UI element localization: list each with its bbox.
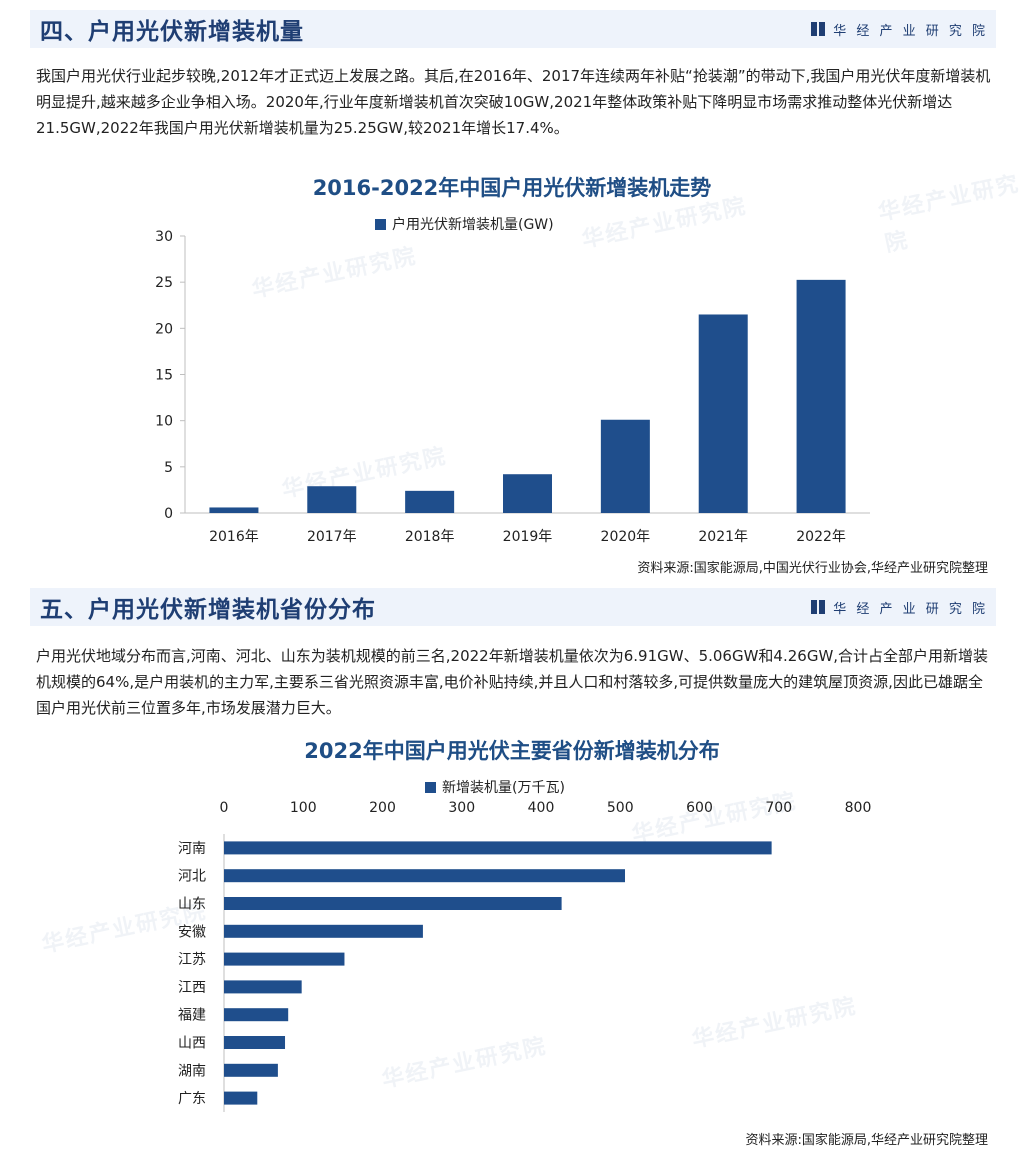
y-tick-label: 安徽: [178, 924, 206, 940]
chart-title: 2022年中国户用光伏主要省份新增装机分布: [304, 739, 720, 763]
bar: [224, 841, 772, 855]
legend-label: 新增装机量(万千瓦): [442, 780, 565, 796]
x-tick-label: 400: [528, 800, 555, 816]
x-tick-label: 800: [845, 800, 872, 816]
x-tick-label: 2018年: [405, 529, 455, 545]
y-tick-label: 山东: [178, 897, 206, 913]
y-tick-label: 20: [155, 321, 173, 337]
brand-logo-icon: [811, 600, 826, 614]
chart-legend: 新增装机量(万千瓦): [425, 777, 565, 797]
x-tick-label: 500: [607, 800, 634, 816]
x-tick-label: 100: [290, 800, 317, 816]
bar: [224, 952, 345, 966]
bar: [224, 1008, 289, 1022]
legend-label: 户用光伏新增装机量(GW): [392, 217, 554, 233]
brand: 华 经 产 业 研 究 院: [811, 20, 988, 39]
x-tick-label: 2021年: [698, 529, 748, 545]
chart-title: 2016-2022年中国户用光伏新增装机走势: [312, 176, 712, 200]
bar: [209, 507, 259, 513]
x-tick-label: 2016年: [209, 529, 259, 545]
section-title: 四、户用光伏新增装机量: [40, 19, 304, 45]
y-tick-label: 河南: [178, 841, 206, 857]
source-note: 资料来源:国家能源局,中国光伏行业协会,华经产业研究院整理: [637, 561, 988, 576]
y-tick-label: 5: [164, 460, 173, 476]
legend-swatch: [425, 781, 436, 793]
bar: [796, 279, 846, 513]
x-tick-label: 2017年: [307, 529, 357, 545]
bar: [224, 1036, 286, 1049]
x-tick-label: 300: [448, 800, 475, 816]
brand: 华 经 产 业 研 究 院: [811, 598, 988, 617]
y-tick-label: 江西: [178, 980, 206, 996]
brand-logo-icon: [811, 22, 826, 36]
bar: [224, 924, 423, 938]
bar: [698, 314, 748, 513]
bar: [405, 490, 455, 513]
y-tick-label: 山西: [178, 1036, 206, 1052]
source-note: 资料来源:国家能源局,华经产业研究院整理: [745, 1133, 988, 1148]
x-tick-label: 2020年: [601, 529, 651, 545]
y-tick-label: 10: [155, 414, 173, 430]
y-tick-label: 广东: [178, 1091, 206, 1107]
y-tick-label: 福建: [178, 1008, 206, 1024]
bar: [224, 1091, 258, 1105]
chart-legend: 户用光伏新增装机量(GW): [375, 214, 554, 234]
section-paragraph: 我国户用光伏行业起步较晚,2012年才正式迈上发展之路。其后,在2016年、20…: [36, 67, 991, 137]
x-tick-label: 600: [686, 800, 713, 816]
bar: [600, 419, 650, 513]
bar: [503, 474, 552, 513]
brand-name: 华 经 产 业 研 究 院: [833, 23, 988, 39]
y-tick-label: 15: [155, 368, 173, 384]
y-tick-label: 25: [155, 275, 173, 291]
y-tick-label: 江苏: [178, 952, 206, 968]
legend-swatch: [375, 218, 386, 230]
brand-name: 华 经 产 业 研 究 院: [833, 601, 988, 617]
x-tick-label: 0: [220, 800, 229, 816]
x-tick-label: 2022年: [796, 529, 846, 545]
bar: [224, 1063, 278, 1077]
section-header: 五、户用光伏新增装机省份分布 华 经 产 业 研 究 院: [30, 588, 996, 626]
x-tick-label: 700: [765, 800, 792, 816]
bar: [224, 980, 302, 994]
y-tick-label: 湖南: [178, 1063, 206, 1079]
y-tick-label: 30: [155, 229, 173, 245]
y-tick-label: 河北: [178, 869, 206, 885]
section-title: 五、户用光伏新增装机省份分布: [40, 597, 376, 623]
y-tick-label: 0: [164, 506, 173, 522]
section-paragraph: 户用光伏地域分布而言,河南、河北、山东为装机规模的前三名,2022年新增装机量依…: [36, 647, 989, 717]
section-header: 四、户用光伏新增装机量 华 经 产 业 研 究 院: [30, 10, 996, 48]
x-tick-label: 2019年: [503, 529, 553, 545]
bar: [224, 869, 626, 883]
bar: [307, 486, 357, 513]
x-tick-label: 200: [369, 800, 396, 816]
bar: [224, 897, 562, 910]
